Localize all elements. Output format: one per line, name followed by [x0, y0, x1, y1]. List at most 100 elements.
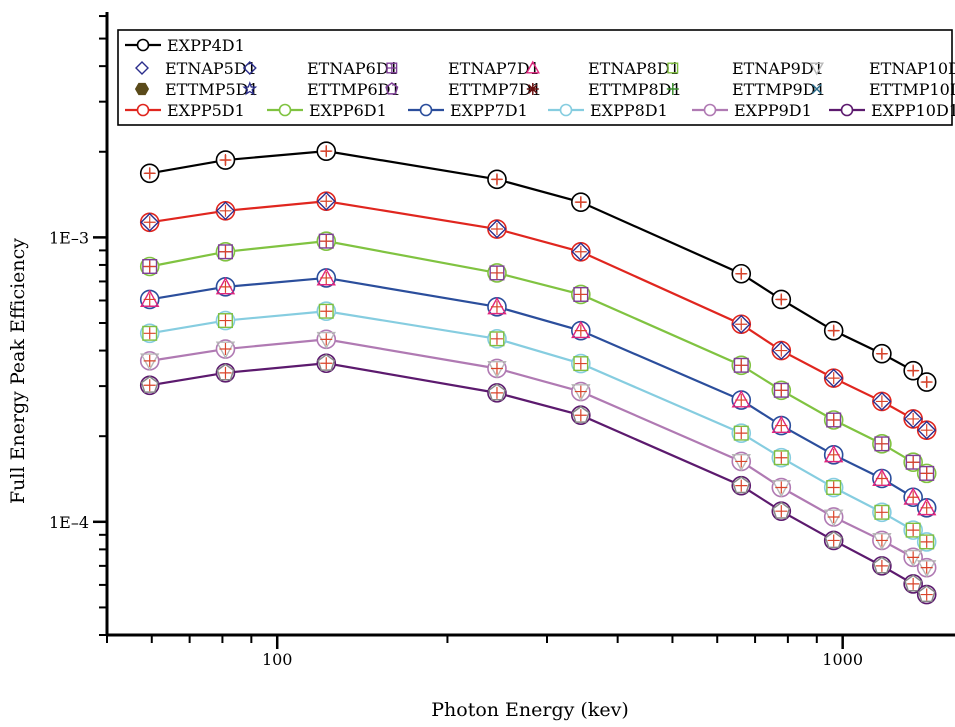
legend-label: ETNAP6D1 — [307, 59, 399, 78]
legend-item-ETNAP5D1: ETNAP5D1 — [165, 59, 257, 78]
triangle-down-marker — [771, 480, 791, 498]
triangle-marker — [917, 497, 937, 516]
triangle-down-marker — [215, 341, 236, 359]
triangle-down-marker — [809, 62, 824, 76]
data-point — [872, 468, 892, 489]
triangle-marker — [872, 468, 892, 486]
triangle-down-marker — [316, 331, 336, 350]
pentagon-marker — [488, 383, 506, 401]
data-point — [872, 343, 892, 364]
data-point — [823, 507, 844, 527]
data-point — [771, 340, 792, 361]
legend-label: EXPP9D1 — [734, 101, 812, 120]
point-cross — [219, 245, 232, 258]
point-cross — [219, 280, 232, 293]
data-point — [316, 329, 337, 350]
pentagon-marker — [917, 585, 936, 603]
point-cross — [775, 293, 788, 306]
data-point — [139, 375, 160, 396]
point-cross — [775, 481, 788, 494]
data-point — [916, 372, 937, 392]
series-EXPP4D1 — [139, 141, 937, 392]
point-cross — [775, 384, 788, 397]
data-point — [771, 415, 792, 436]
legend-item-EXPP4D1: EXPP4D1 — [125, 36, 245, 55]
legend-label: ETTMP6D1 — [307, 80, 401, 99]
legend-item-ETTMP5D1: ETTMP5D1 — [165, 80, 259, 99]
triangle-marker — [140, 289, 160, 307]
square-marker — [905, 522, 921, 538]
point-cross — [735, 455, 748, 468]
point-cross — [219, 154, 232, 167]
data-point — [215, 339, 236, 359]
pentagon-marker — [385, 82, 399, 95]
point-cross — [920, 561, 933, 574]
point-cross — [907, 456, 920, 469]
x-tick-label: 1000 — [822, 650, 863, 669]
data-point — [872, 502, 892, 523]
data-point — [916, 532, 937, 552]
triangle-marker — [487, 296, 507, 315]
legend-label: EXPP7D1 — [450, 101, 528, 120]
point-cross — [775, 451, 788, 464]
diamond-marker — [872, 391, 892, 411]
series-EXPP10D1 — [139, 353, 937, 605]
point-cross — [574, 245, 587, 258]
diamond-marker — [215, 201, 235, 221]
data-point — [771, 447, 792, 468]
point-cross — [920, 467, 933, 480]
diamond-marker — [731, 314, 751, 334]
triangle-marker — [824, 444, 844, 463]
data-point — [903, 409, 923, 429]
point-cross — [143, 260, 156, 273]
triangle-down-marker — [731, 453, 751, 472]
data-point — [316, 141, 337, 161]
point-cross — [574, 409, 587, 422]
point-cross — [827, 481, 840, 494]
point-cross — [775, 419, 788, 432]
legend-item-ETNAP7D1: ETNAP7D1 — [448, 59, 540, 78]
point-cross — [320, 235, 333, 248]
triangle-marker — [316, 268, 336, 286]
x-tick-label: 100 — [262, 650, 293, 669]
data-point — [731, 423, 752, 443]
x-axis-label: Photon Energy (kev) — [431, 699, 629, 721]
point-cross — [735, 479, 748, 492]
data-point — [916, 557, 937, 578]
square-marker — [826, 480, 842, 496]
point-cross — [735, 394, 748, 407]
data-point — [316, 353, 337, 374]
data-point — [487, 358, 507, 379]
point-cross — [574, 324, 587, 337]
legend-label: EXPP10D1 — [871, 101, 955, 120]
legend-box — [117, 29, 953, 126]
series-EXPP6D1 — [139, 231, 937, 484]
diamond-marker — [771, 341, 791, 361]
triangle-down-marker — [824, 509, 844, 527]
data-point — [731, 355, 752, 376]
pentagon-marker — [824, 531, 843, 549]
point-cross — [920, 424, 933, 437]
data-point — [903, 487, 923, 508]
point-cross — [490, 386, 503, 399]
diamond-marker — [917, 420, 937, 440]
point-cross — [827, 324, 840, 337]
diamond-marker — [824, 368, 844, 388]
legend-label: ETNAP8D1 — [588, 59, 680, 78]
data-point — [316, 231, 337, 251]
data-point — [571, 192, 591, 212]
data-point — [771, 380, 792, 401]
data-point — [316, 191, 337, 212]
y-tick-label: 1E–3 — [49, 228, 89, 247]
data-point — [215, 201, 236, 221]
point-cross — [875, 559, 888, 572]
triangle-down-marker — [571, 384, 591, 402]
point-cross — [875, 437, 888, 450]
point-cross — [827, 372, 840, 385]
triangle-marker — [525, 60, 540, 74]
data-point — [139, 256, 160, 277]
legend-item-ETTMP6D1: ETTMP6D1 — [307, 80, 401, 99]
data-point — [571, 320, 591, 341]
legend-item-EXPP9D1: EXPP9D1 — [692, 101, 812, 120]
